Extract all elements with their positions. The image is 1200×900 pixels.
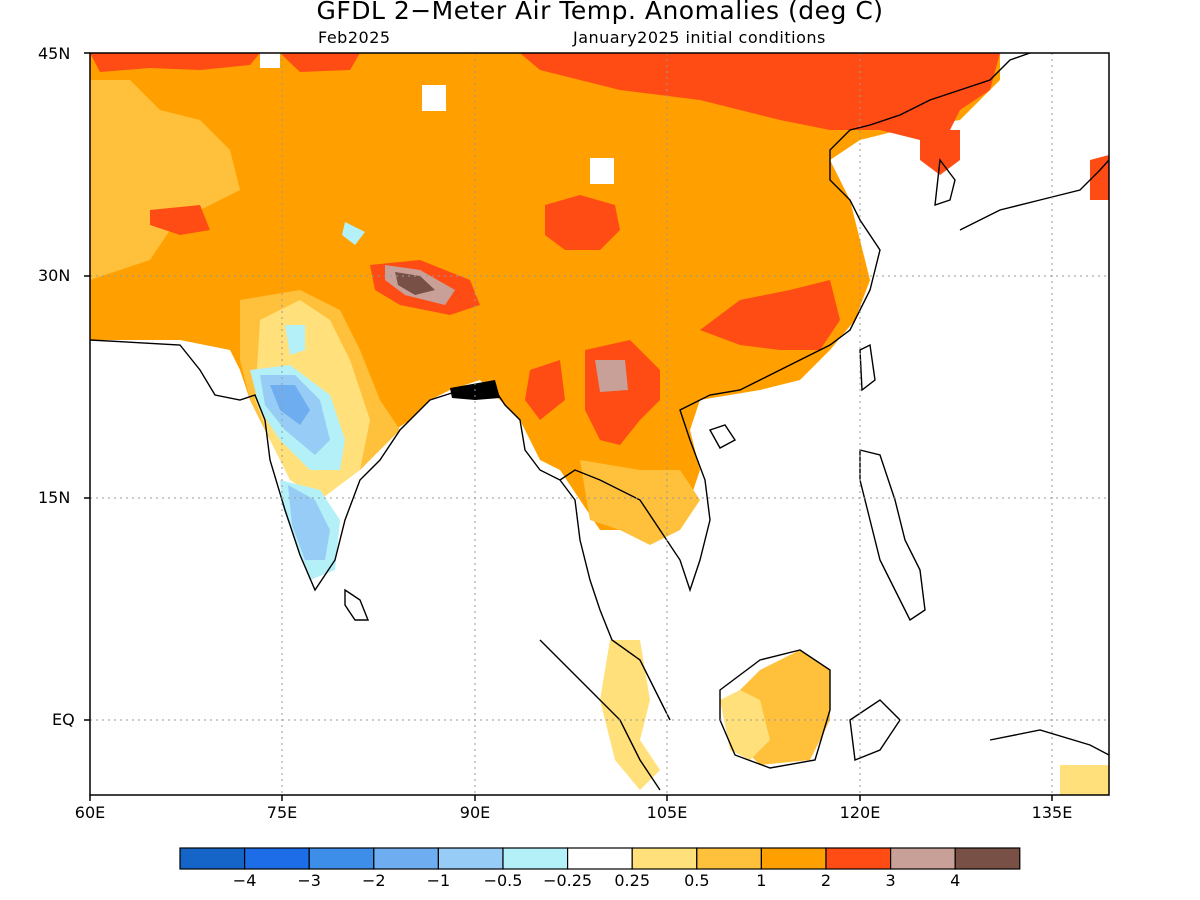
colorbar-swatch [373, 847, 439, 870]
colorbar-swatch [954, 847, 1021, 870]
colorbar-tick-label: 1 [756, 871, 767, 890]
colorbar-swatch [696, 847, 762, 870]
colorbar-swatch [760, 847, 827, 870]
gridlines [90, 53, 1109, 795]
anomaly-region-neg-0.25-0.5 [285, 325, 305, 355]
coastlines [90, 53, 1109, 791]
colorbar-tick-label: 4 [950, 871, 961, 890]
colorbar-tick-label: −0.25 [543, 871, 593, 890]
colorbar-tick-label: −0.5 [483, 871, 523, 890]
anomaly-region-2-3 [90, 53, 260, 72]
anomaly-region-2-3 [920, 130, 960, 175]
forecast-month: Feb2025 [318, 28, 391, 47]
anomaly-region-0.5-1 [90, 80, 240, 280]
anomaly-region-3-4 [595, 360, 628, 392]
colorbar-tick-label: 3 [885, 871, 896, 890]
anomaly-region-0.25-0.5 [600, 640, 660, 790]
colorbar-swatch [566, 847, 633, 870]
anomaly-region-neg-0.25-0.5 [342, 222, 365, 245]
colorbar-tick-label: 0.5 [684, 871, 710, 890]
colorbar-tick-label: −2 [362, 871, 386, 890]
anomaly-gap [260, 53, 280, 68]
lon-label-75e: 75E [266, 803, 298, 822]
colorbar-swatch [437, 847, 504, 870]
anomaly-region-0.25-0.5 [720, 690, 770, 760]
anomaly-region-2-3 [700, 280, 840, 350]
anomaly-region-over-4 [395, 272, 435, 295]
anomaly-region-2-3 [280, 53, 360, 72]
colorbar-swatch [502, 847, 569, 870]
anomaly-region-0.5-1 [580, 460, 700, 545]
lon-label-120e: 120E [839, 803, 881, 822]
axis-ticks [84, 52, 1053, 801]
colorbar-tick-label: −1 [426, 871, 451, 890]
lat-label-30n: 30N [38, 266, 71, 285]
lon-label-105e: 105E [646, 803, 688, 822]
colorbar-tick-label: 2 [820, 871, 832, 890]
lon-label-90e: 90E [459, 803, 491, 822]
colorbar-swatch [308, 847, 375, 870]
lon-label-60e: 60E [74, 803, 106, 822]
lat-label-eq: EQ [52, 710, 75, 729]
colorbar-tick-label: −3 [297, 871, 321, 890]
anomaly-region-0.25-0.5 [1060, 765, 1109, 795]
colorbar-swatch [825, 847, 892, 870]
anomaly-region-2-3 [150, 205, 210, 235]
anomaly-region-neg-1-2 [270, 385, 310, 425]
colorbar-swatch [631, 847, 698, 870]
anomaly-gap [422, 85, 446, 111]
colorbar-swatch [889, 847, 956, 870]
colorbar-tick-label: −4 [232, 871, 257, 890]
anomaly-region-2-3 [545, 195, 620, 250]
lat-label-15n: 15N [38, 488, 71, 507]
initial-conditions-label: January2025 initial conditions [573, 28, 826, 47]
anomaly-region-neg-0.5-1 [288, 485, 330, 560]
anomaly-gap [590, 158, 614, 184]
map-frame [89, 52, 1110, 796]
lat-label-45n: 45N [38, 44, 71, 63]
map-title: GFDL 2−Meter Air Temp. Anomalies (deg C) [316, 0, 884, 25]
anomaly-region-2-3 [525, 360, 565, 420]
anomaly-region-2-3 [520, 53, 1000, 150]
lon-label-135e: 135E [1031, 803, 1073, 822]
colorbar-swatch [244, 847, 310, 870]
colorbar-tick-label: 0.25 [614, 871, 650, 890]
colorbar-swatch [179, 847, 246, 870]
